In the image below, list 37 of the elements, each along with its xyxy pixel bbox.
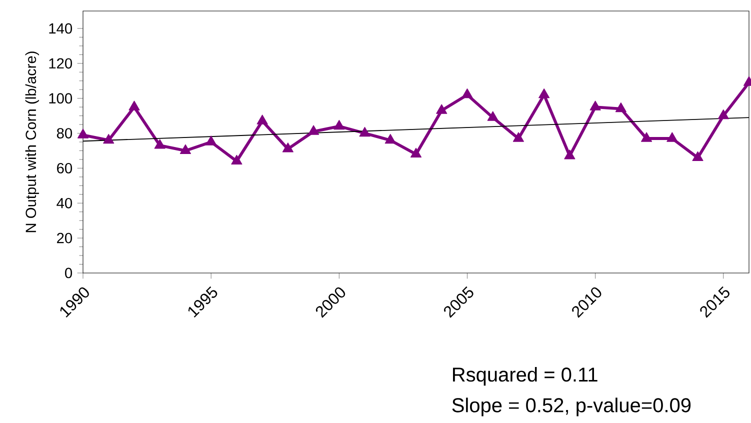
point [231,154,242,165]
text: Slope = 0.52, p-value=0.09 [452,398,691,416]
point [512,132,524,142]
point [206,136,217,146]
point [256,114,268,124]
point [384,134,396,144]
point [282,142,294,152]
y-tick-label: 20 [57,232,72,244]
point [334,120,345,130]
point [538,88,550,98]
y-axis-title: N Output with Corn (lb/acre) [25,52,39,232]
point [359,126,370,137]
point [410,148,422,158]
point [487,111,498,121]
point [462,88,473,98]
point [590,100,601,110]
point [718,109,729,120]
point [103,134,114,144]
y-tick-label: 120 [49,58,72,69]
point [615,102,626,112]
y-tick-label: 0 [65,268,72,278]
point [641,132,652,142]
y-tick-label: 80 [56,128,72,138]
point [154,139,166,149]
text: Rsquared = 0.11 [453,367,598,386]
point [77,128,89,138]
point [436,104,448,114]
point [564,150,576,160]
y-tick-label: 40 [56,198,72,208]
y-tick-label: 60 [57,163,72,174]
point [180,144,191,154]
y-tick-label: 100 [49,93,72,104]
point [128,100,140,110]
y-tick-label: 140 [49,23,72,34]
point [666,132,678,142]
point [308,125,320,135]
point [692,151,704,162]
